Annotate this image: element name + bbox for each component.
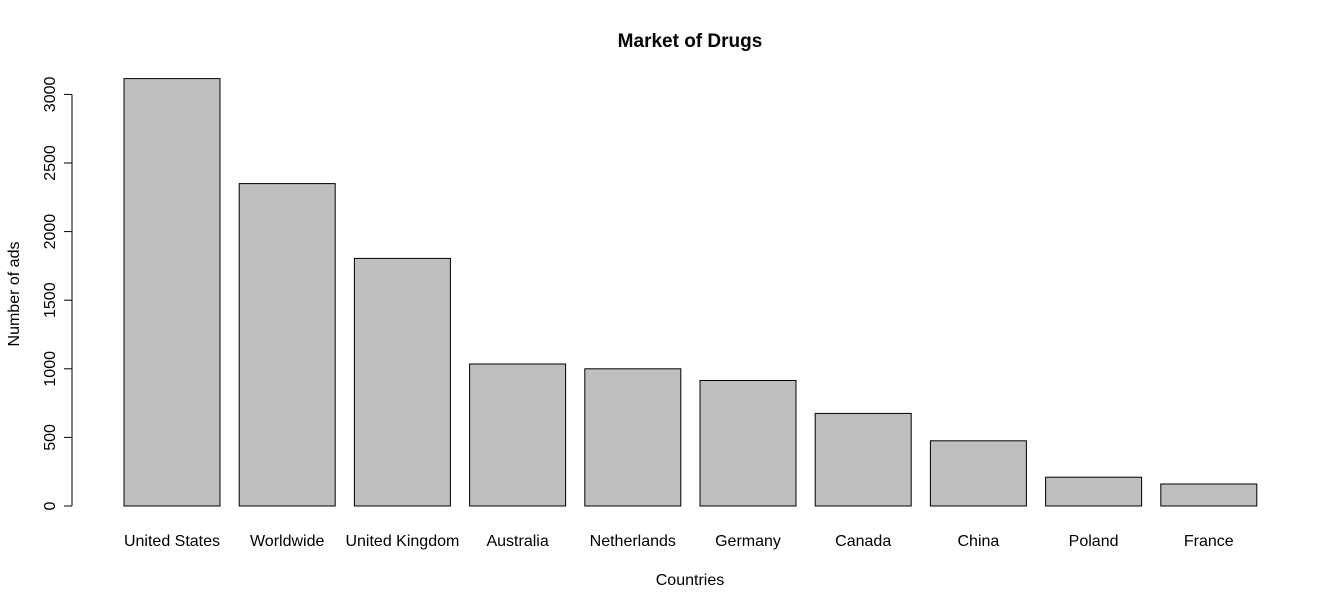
y-axis: 0 500 1000 1500 2000 2500 3000 — [42, 77, 73, 510]
bar-canada — [814, 412, 912, 507]
y-tick-label-0: 0 — [42, 501, 59, 510]
bar-united-kingdom — [353, 257, 451, 507]
bar-australia — [469, 363, 567, 507]
x-tick-label-poland: Poland — [1069, 533, 1119, 550]
x-tick-label-united-states: United States — [124, 533, 220, 550]
bar-poland — [1045, 476, 1143, 507]
bar-united-states — [123, 78, 221, 507]
y-axis-label: Number of ads — [6, 242, 23, 347]
y-tick-label-2500: 2500 — [42, 145, 59, 181]
x-tick-label-worldwide: Worldwide — [250, 533, 325, 550]
bar-netherlands — [584, 368, 682, 507]
x-tick-label-canada: Canada — [835, 533, 891, 550]
y-tick-label-3000: 3000 — [42, 77, 59, 113]
y-tick-label-1000: 1000 — [42, 351, 59, 387]
x-tick-label-france: France — [1184, 533, 1234, 550]
x-tick-label-china: China — [957, 533, 999, 550]
x-tick-label-germany: Germany — [715, 533, 781, 550]
y-tick-label-1500: 1500 — [42, 282, 59, 318]
y-tick-label-500: 500 — [42, 424, 59, 451]
bar-worldwide — [238, 183, 336, 507]
x-tick-label-netherlands: Netherlands — [590, 533, 676, 550]
x-tick-label-united-kingdom: United Kingdom — [345, 533, 459, 550]
bar-china — [929, 440, 1027, 507]
y-tick-label-2000: 2000 — [42, 214, 59, 250]
x-tick-labels: United States Worldwide United Kingdom Aust… — [124, 533, 1234, 550]
chart-title: Market of Drugs — [618, 31, 763, 52]
bar-france — [1160, 483, 1258, 507]
x-axis-label: Countries — [656, 572, 724, 589]
bar-germany — [699, 380, 797, 507]
x-tick-label-australia: Australia — [486, 533, 548, 550]
bars-group — [123, 78, 1258, 507]
